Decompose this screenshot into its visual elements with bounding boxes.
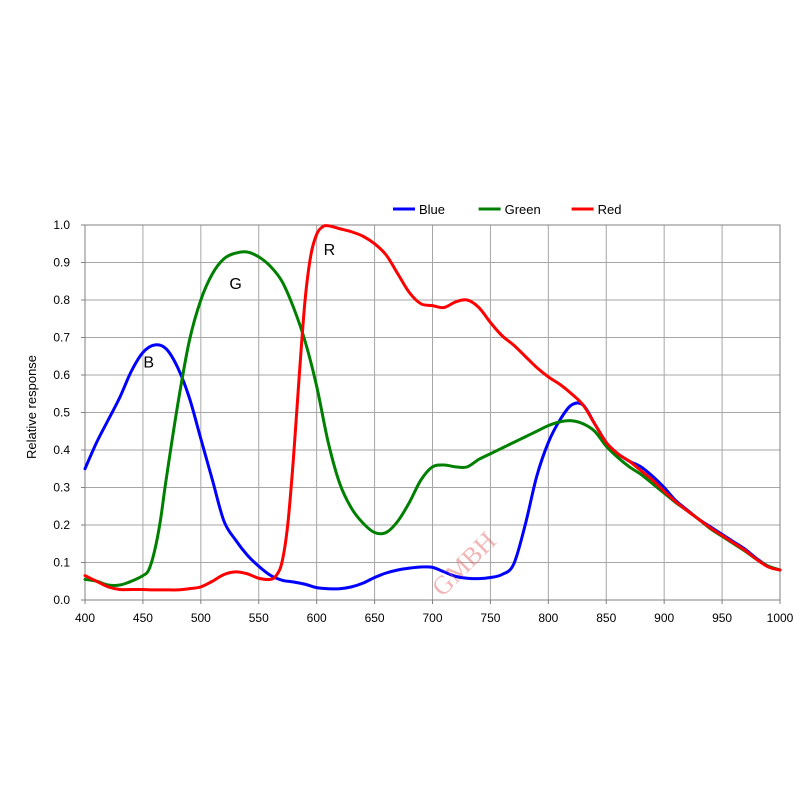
series-tag-green: G <box>229 276 241 293</box>
series-line-blue <box>83 343 782 591</box>
x-tick-label: 800 <box>538 611 558 625</box>
x-tick-label: 550 <box>249 611 269 625</box>
y-tick-label: 1.0 <box>53 218 70 232</box>
y-tick-label: 0.3 <box>53 481 70 495</box>
x-tick-label: 450 <box>133 611 153 625</box>
series-line-red <box>83 224 782 592</box>
legend: Blue Green Red <box>393 202 621 217</box>
series-lines <box>83 224 782 592</box>
y-tick-label: 0.6 <box>53 368 70 382</box>
legend-label-blue: Blue <box>419 202 445 217</box>
y-tick-label: 0.9 <box>53 256 70 270</box>
legend-label-green: Green <box>505 202 541 217</box>
y-axis-ticks: 0.0 0.1 0.2 0.3 0.4 0.5 0.6 0.7 0.8 0.9 1.0 <box>53 218 85 607</box>
y-tick-label: 0.8 <box>53 293 70 307</box>
legend-label-red: Red <box>598 202 622 217</box>
x-tick-label: 1000 <box>767 611 794 625</box>
x-tick-label: 850 <box>596 611 616 625</box>
series-tag-red: R <box>324 242 336 259</box>
y-tick-label: 0.1 <box>53 556 70 570</box>
x-tick-label: 750 <box>480 611 500 625</box>
grid-lines <box>85 225 780 600</box>
y-tick-label: 0.5 <box>53 406 70 420</box>
x-axis-ticks: 400 450 500 550 600 650 700 750 800 850 900 950 1000 <box>75 600 794 625</box>
x-tick-label: 950 <box>712 611 732 625</box>
x-tick-label: 400 <box>75 611 95 625</box>
x-tick-label: 900 <box>654 611 674 625</box>
series-tags: B G R <box>143 242 335 372</box>
series-tag-blue: B <box>143 355 154 372</box>
x-tick-label: 650 <box>365 611 385 625</box>
y-tick-label: 0.7 <box>53 331 70 345</box>
series-line-green <box>83 250 782 587</box>
x-tick-label: 600 <box>307 611 327 625</box>
y-tick-label: 0.0 <box>53 593 70 607</box>
y-axis-label: Relative response <box>24 355 39 459</box>
y-tick-label: 0.4 <box>53 443 70 457</box>
x-tick-label: 700 <box>422 611 442 625</box>
y-tick-label: 0.2 <box>53 518 70 532</box>
x-tick-label: 500 <box>191 611 211 625</box>
